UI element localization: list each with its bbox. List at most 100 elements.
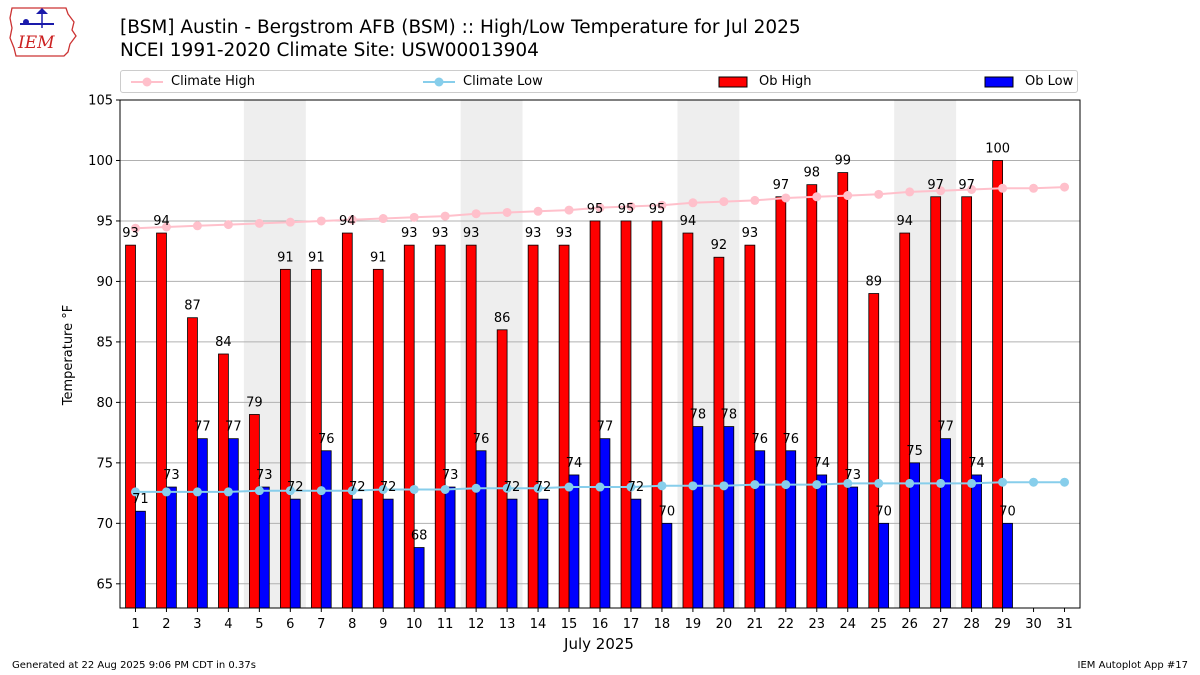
legend: Climate High Climate Low Ob High Ob Low [120, 70, 1078, 93]
climate-high-point-29 [998, 183, 1008, 193]
ob-high-bar-15 [558, 244, 570, 609]
climate-high-point-2 [161, 222, 171, 232]
weekend-band-2 [460, 100, 523, 608]
climate-low-point-31 [1060, 477, 1070, 487]
ob-low-label-8: 72 [349, 480, 366, 495]
ob-high-bar-22 [775, 196, 787, 609]
ob-low-label-4: 77 [225, 420, 242, 435]
ob-low-bar-18 [661, 522, 673, 609]
ob-high-bar-8 [341, 232, 353, 609]
weekend-band-1 [243, 100, 306, 608]
weekend-shading [243, 100, 957, 608]
ob-low-label-25: 70 [875, 504, 892, 519]
chart-title: [BSM] Austin - Bergstrom AFB (BSM) :: Hi… [120, 17, 801, 38]
ob-high-label-1: 93 [122, 226, 139, 241]
climate-low-point-16 [595, 482, 605, 492]
ob-low-label-11: 73 [442, 468, 459, 483]
logo-text: IEM [17, 33, 55, 53]
ob-low-label-28: 74 [968, 456, 985, 471]
climate-high-point-3 [192, 221, 202, 231]
y-tick-label-80: 80 [96, 396, 113, 411]
x-tick-label-29: 29 [994, 617, 1011, 632]
ob-low-bar-20 [723, 426, 735, 609]
climate-high-point-15 [564, 205, 574, 215]
climate-low-point-11 [440, 484, 450, 494]
climate-high-point-24 [843, 191, 853, 201]
ob-high-label-17: 95 [618, 202, 635, 217]
x-tick-label-6: 6 [286, 617, 294, 632]
ob-low-label-20: 78 [721, 408, 738, 423]
ob-high-bar-11 [434, 244, 446, 609]
ob-low-bar-1 [135, 510, 146, 609]
climate-low-point-2 [161, 487, 171, 497]
ob-high-bar-5 [249, 414, 260, 609]
legend-label-climate-low: Climate Low [463, 74, 543, 89]
x-tick-label-28: 28 [963, 617, 980, 632]
ob-high-label-12: 93 [463, 226, 480, 241]
x-tick-label-21: 21 [747, 617, 764, 632]
ob-high-label-27: 97 [927, 178, 944, 193]
x-tick-label-4: 4 [224, 617, 232, 632]
x-tick-label-22: 22 [778, 617, 795, 632]
climate-high-point-20 [719, 197, 729, 207]
ob-high-label-2: 94 [153, 214, 170, 229]
y-gridlines [120, 99, 1080, 585]
climate-high-point-23 [812, 192, 822, 202]
ob-low-label-23: 74 [813, 456, 830, 471]
ob-low-bar-13 [506, 498, 518, 609]
ob-high-bar-4 [218, 353, 229, 609]
x-tick-label-8: 8 [348, 617, 356, 632]
x-tick-label-26: 26 [901, 617, 918, 632]
climate-high-point-26 [905, 187, 915, 197]
bars [125, 160, 1013, 609]
ob-high-label-20: 92 [711, 238, 728, 253]
ob-low-label-6: 72 [287, 480, 304, 495]
ob-low-bar-15 [568, 474, 580, 609]
ob-low-label-21: 76 [752, 432, 769, 447]
ob-high-label-4: 84 [215, 335, 232, 350]
ob-high-bar-7 [310, 268, 322, 609]
ob-low-label-9: 72 [380, 480, 397, 495]
ob-high-bar-6 [280, 268, 291, 609]
x-tick-label-23: 23 [809, 617, 826, 632]
ob-low-label-14: 72 [535, 480, 552, 495]
ob-high-bar-27 [930, 196, 942, 609]
y-tick-label-85: 85 [96, 335, 113, 350]
ob-low-bar-25 [878, 522, 890, 609]
ob-high-bar-26 [899, 232, 911, 609]
climate-high-point-22 [781, 193, 791, 203]
y-tick-label-65: 65 [96, 577, 113, 592]
ob-low-bar-2 [166, 486, 177, 609]
legend-label-climate-high: Climate High [171, 74, 256, 89]
ob-low-label-29: 70 [999, 504, 1016, 519]
climate-low-point-19 [688, 481, 698, 491]
ob-low-bar-23 [816, 474, 828, 609]
climate-high-point-30 [1029, 183, 1039, 193]
ob-high-label-21: 93 [742, 226, 759, 241]
climate-high-point-18 [657, 200, 667, 210]
ob-low-bar-28 [971, 474, 982, 609]
x-tick-label-3: 3 [193, 617, 201, 632]
ob-low-bar-27 [940, 438, 951, 609]
climate-high-point-21 [750, 195, 760, 205]
ob-low-label-19: 78 [690, 408, 707, 423]
ob-high-label-18: 95 [649, 202, 666, 217]
climate-high-point-17 [626, 201, 636, 211]
y-axis-label: Temperature °F [61, 305, 76, 406]
x-tick-label-12: 12 [468, 617, 485, 632]
x-tick-label-7: 7 [317, 617, 325, 632]
climate-high-point-19 [688, 198, 698, 208]
ob-low-bar-5 [258, 486, 270, 609]
x-tick-label-20: 20 [716, 617, 733, 632]
ob-low-label-15: 74 [566, 456, 583, 471]
climate-low-point-1 [130, 487, 140, 497]
ob-low-label-24: 73 [844, 468, 861, 483]
ob-low-bar-10 [413, 547, 425, 609]
ob-low-label-2: 73 [163, 468, 180, 483]
ob-high-bar-28 [961, 196, 973, 609]
weekend-band-4 [894, 100, 957, 608]
bar-value-labels: 93 71 94 73 87 77 84 77 79 73 91 72 91 76 94 72 91 72 93 68… [122, 141, 1016, 543]
climate-high-point-28 [967, 185, 977, 195]
ob-high-bar-13 [496, 329, 508, 609]
